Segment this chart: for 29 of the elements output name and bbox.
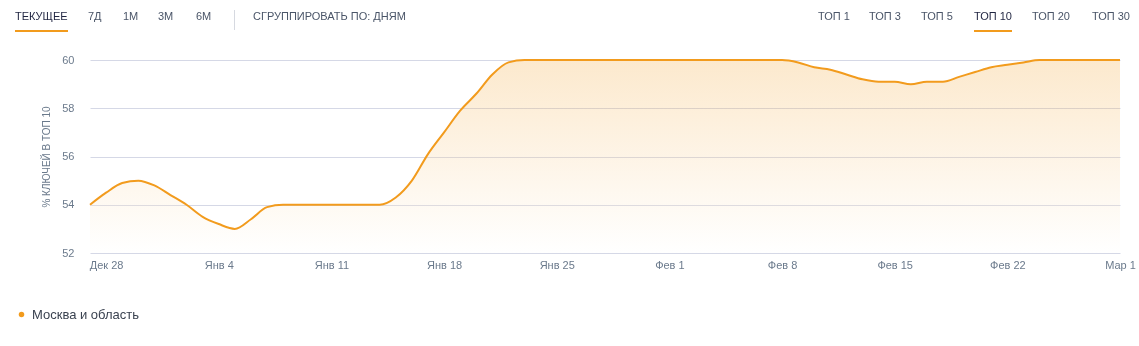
x-tick-label: Фев 1 — [655, 258, 685, 271]
x-tick-label: Янв 25 — [539, 258, 575, 271]
text: ТОП 5 — [921, 10, 953, 24]
y-tick-label: 58 — [62, 101, 75, 114]
x-tick-label: Дек 28 — [89, 258, 124, 271]
text: 6М — [196, 10, 212, 24]
y-tick-label: 54 — [62, 198, 75, 211]
text: Москва и область — [32, 306, 140, 322]
text: ТОП 3 — [869, 10, 901, 24]
text: ТОП 20 — [1032, 10, 1070, 24]
text: ТЕКУЩЕЕ — [15, 10, 68, 32]
text: ТОП 1 — [818, 10, 850, 24]
x-tick-label: Янв 4 — [204, 258, 234, 271]
text: СГРУППИРОВАТЬ ПО: ДНЯМ — [253, 10, 406, 24]
x-tick-label: Янв 18 — [426, 258, 463, 271]
y-tick-label: 56 — [62, 150, 75, 162]
text: 7Д — [88, 10, 102, 24]
x-tick-label: Фев 15 — [877, 258, 913, 271]
x-tick-label: Янв 11 — [314, 258, 350, 271]
text: 3М — [158, 10, 174, 24]
y-tick-label: 52 — [62, 246, 75, 259]
x-tick-label: Фев 22 — [990, 258, 1026, 271]
y-axis-title: % КЛЮЧЕЙ В ТОП 10 — [40, 106, 53, 208]
text: 1М — [123, 10, 139, 24]
x-tick-label: Фев 8 — [767, 258, 798, 271]
text: ТОП 10 — [974, 10, 1012, 32]
x-tick-label: Мар 1 — [1105, 258, 1136, 271]
y-tick-label: 60 — [62, 53, 75, 66]
text: ТОП 30 — [1092, 10, 1130, 24]
